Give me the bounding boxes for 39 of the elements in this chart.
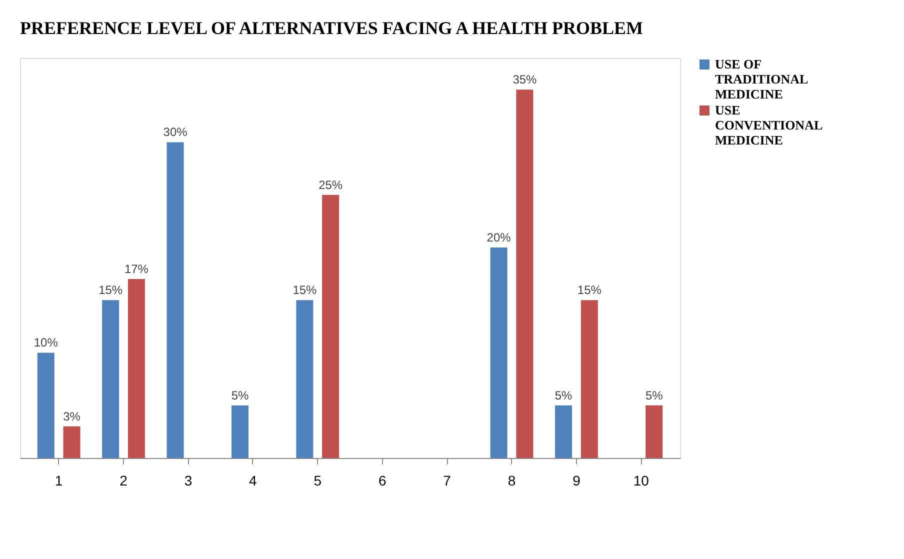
x-tick-label: 3	[184, 472, 192, 488]
data-label: 15%	[98, 283, 123, 298]
bar	[646, 405, 663, 458]
bar	[102, 300, 120, 458]
data-label: 5%	[645, 388, 664, 402]
data-label: 5%	[231, 388, 249, 402]
bar	[296, 300, 314, 458]
data-label: 15%	[292, 283, 318, 298]
bar	[63, 426, 80, 458]
data-label: 30%	[163, 125, 188, 140]
x-tick-label: 9	[572, 472, 581, 488]
bar	[37, 352, 54, 458]
bar	[516, 90, 534, 458]
bar	[232, 405, 248, 458]
bar	[490, 247, 508, 458]
bar	[580, 300, 598, 458]
x-tick-label: 8	[508, 472, 516, 488]
bar	[166, 142, 184, 458]
x-tick-label: 2	[120, 472, 128, 488]
data-label: 5%	[554, 388, 573, 402]
bar	[555, 405, 572, 458]
x-tick-label: 6	[378, 472, 386, 488]
data-label: 20%	[486, 230, 512, 244]
legend-label: USE OF TRADITIONAL MEDICINE	[715, 56, 809, 102]
chart-title: PREFERENCE LEVEL OF ALTERNATIVES FACING A HEALTH PROBLEM	[20, 18, 643, 38]
x-tick-label: 5	[314, 472, 322, 488]
legend-label: USE CONVENTIONAL MEDICINE	[715, 102, 823, 148]
x-tick-label: 4	[249, 472, 258, 488]
x-tick-label: 7	[443, 472, 452, 488]
data-label: 3%	[63, 409, 81, 424]
data-label: 25%	[318, 178, 343, 192]
data-label: 10%	[34, 336, 58, 350]
data-label: 35%	[512, 72, 538, 87]
data-label: 17%	[124, 262, 149, 276]
bar	[128, 279, 145, 458]
data-label: 15%	[577, 283, 602, 298]
x-tick-label: 10	[633, 472, 650, 488]
x-tick-label: 1	[54, 472, 63, 488]
bar	[322, 194, 340, 458]
